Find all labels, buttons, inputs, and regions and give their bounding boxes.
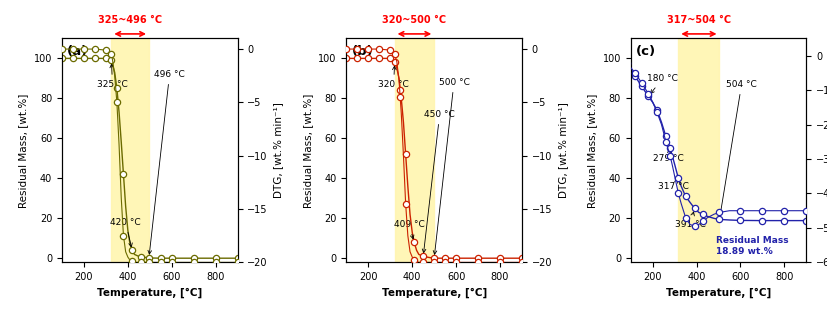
Text: (b): (b) [351, 45, 374, 58]
Text: 325~496 °C: 325~496 °C [98, 15, 162, 25]
Text: (c): (c) [636, 45, 656, 58]
Text: Residual Mass
18.89 wt.%: Residual Mass 18.89 wt.% [716, 236, 789, 256]
Text: 496 °C: 496 °C [148, 70, 185, 254]
Text: 320 °C: 320 °C [378, 66, 409, 89]
Y-axis label: Residual Mass, [wt.%]: Residual Mass, [wt.%] [18, 93, 28, 208]
Text: 320~500 °C: 320~500 °C [382, 15, 447, 25]
Y-axis label: DTG, [wt.% min⁻¹]: DTG, [wt.% min⁻¹] [557, 102, 567, 198]
Text: 325 °C: 325 °C [97, 64, 128, 89]
Text: 317~504 °C: 317~504 °C [667, 15, 731, 25]
Bar [678, 38, 719, 262]
Bar [112, 38, 149, 262]
Text: (a): (a) [67, 45, 88, 58]
X-axis label: Temperature, [°C]: Temperature, [°C] [666, 288, 772, 298]
Bar [394, 38, 434, 262]
Y-axis label: Residual Mass, [wt.%]: Residual Mass, [wt.%] [587, 93, 597, 208]
Text: 409 °C: 409 °C [394, 220, 424, 239]
Text: 391 °C: 391 °C [675, 212, 705, 229]
Y-axis label: DTG, [wt.% min⁻¹]: DTG, [wt.% min⁻¹] [274, 102, 284, 198]
Text: 317 °C: 317 °C [658, 179, 689, 191]
Text: 500 °C: 500 °C [433, 78, 470, 254]
X-axis label: Temperature, [°C]: Temperature, [°C] [97, 288, 203, 298]
Y-axis label: Residual Mass, [wt.%]: Residual Mass, [wt.%] [303, 93, 313, 208]
Text: 450 °C: 450 °C [423, 110, 455, 253]
Text: 420 °C: 420 °C [110, 218, 141, 247]
Text: 180 °C: 180 °C [648, 74, 678, 93]
Text: 85 °C: 85 °C [0, 319, 1, 320]
X-axis label: Temperature, [°C]: Temperature, [°C] [381, 288, 487, 298]
Text: 504 °C: 504 °C [719, 80, 757, 216]
Text: 279 °C: 279 °C [653, 149, 683, 163]
